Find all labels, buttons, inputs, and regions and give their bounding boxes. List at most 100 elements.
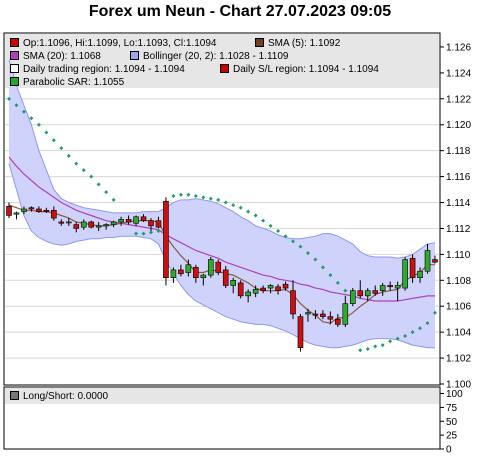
sar-point [358, 348, 363, 353]
candle-body [65, 221, 72, 224]
candle [95, 221, 102, 232]
legend-sma5-swatch [255, 38, 264, 47]
sar-point [425, 321, 430, 326]
sar-point [216, 197, 221, 202]
candle-body [148, 220, 154, 227]
sar-point [380, 343, 385, 348]
sar-point [156, 229, 161, 234]
sar-point [395, 336, 400, 341]
sar-point [208, 196, 213, 201]
y-tick-label: 75 [446, 403, 458, 414]
candle [290, 280, 296, 320]
bollinger-upper-line [8, 59, 436, 259]
candles [6, 197, 438, 352]
sar-point [253, 213, 258, 218]
candle [28, 206, 35, 212]
candle [342, 295, 349, 327]
candle [357, 280, 364, 299]
candle [185, 259, 192, 277]
candle-body [80, 221, 87, 228]
sar-point [104, 190, 109, 195]
candle-body [387, 285, 393, 288]
legend-bollinger-label: Bollinger (20, 2): 1.1028 - 1.1109 [143, 51, 289, 62]
candle [207, 256, 214, 278]
legend-long-short-label: Long/Short: 0.0000 [23, 391, 109, 402]
candle-body [417, 270, 423, 279]
candle-body [163, 200, 169, 279]
candle [364, 288, 371, 302]
y-tick-label: 100 [446, 389, 463, 400]
candle-body [140, 216, 147, 221]
sar-point [14, 103, 19, 108]
candle [312, 310, 319, 320]
sar-point [328, 273, 333, 278]
legend-sma20-swatch [10, 51, 19, 60]
sar-point [7, 96, 11, 101]
legend-background [5, 34, 439, 88]
candle [305, 308, 311, 322]
sar-point [193, 194, 198, 199]
candle-body [185, 264, 192, 273]
candle [349, 288, 356, 307]
candle [402, 256, 408, 291]
candle-body [312, 313, 319, 316]
sar-point [36, 122, 41, 127]
candle-body [409, 257, 416, 279]
bollinger-band-area [9, 59, 435, 348]
candle [237, 280, 244, 299]
candle [43, 207, 50, 213]
y-tick-label: 1.118 [446, 146, 471, 157]
chart-title: Forex um Neun - Chart 27.07.2023 09:05 [88, 3, 392, 20]
sar-point [201, 195, 206, 200]
bollinger-lower-line [8, 163, 435, 349]
sar-point [433, 310, 437, 315]
sar-point [178, 192, 183, 197]
legend-ohlc-label: Op:1.1096, Hi:1.1099, Lo:1.1093, Cl:1.10… [23, 38, 217, 49]
sar-point [410, 330, 415, 335]
sar-point [276, 229, 281, 234]
y-tick-label: 50 [446, 417, 458, 428]
candle [133, 215, 139, 226]
candle [394, 281, 401, 302]
y-tick-label: 25 [446, 431, 458, 442]
candle-body [155, 220, 162, 228]
candle-body [21, 208, 27, 212]
sar-point [81, 168, 86, 173]
candle-body [357, 290, 364, 297]
candle [58, 219, 65, 226]
legend-bollinger-swatch [130, 51, 139, 60]
sar-point [66, 153, 71, 158]
legend-ohlc: Op:1.1096, Hi:1.1099, Lo:1.1093, Cl:1.10… [10, 38, 216, 50]
candle [163, 197, 169, 286]
candle-body [275, 286, 281, 291]
sar-point [89, 174, 94, 179]
legend-long-short: Long/Short: 0.0000 [10, 391, 108, 403]
sma20-line [8, 156, 435, 302]
y-tick-label: 1.116 [446, 172, 471, 183]
sar-point [171, 194, 176, 199]
sar-point [373, 344, 378, 349]
sar-point [388, 339, 393, 344]
candle [88, 220, 95, 229]
candle-body [349, 290, 356, 304]
legend-sma20: SMA (20): 1.1068 [10, 51, 101, 63]
candle-body [170, 269, 177, 279]
sar-point [231, 203, 236, 208]
candle [170, 267, 177, 283]
sar-point [268, 223, 273, 228]
candle [222, 266, 229, 289]
candle [245, 289, 251, 303]
sar-point [44, 130, 49, 135]
sar-point [305, 251, 310, 256]
y-tick-label: 1.112 [446, 224, 471, 235]
candle-body [51, 209, 57, 219]
candle-body [125, 219, 132, 223]
candle [110, 220, 117, 228]
legend-sar-label: Parabolic SAR: 1.1055 [23, 77, 125, 88]
candle-body [6, 206, 12, 216]
sar-point [141, 231, 146, 236]
candle-body [394, 285, 401, 289]
candle-body [372, 290, 379, 294]
sar-point [343, 288, 348, 293]
